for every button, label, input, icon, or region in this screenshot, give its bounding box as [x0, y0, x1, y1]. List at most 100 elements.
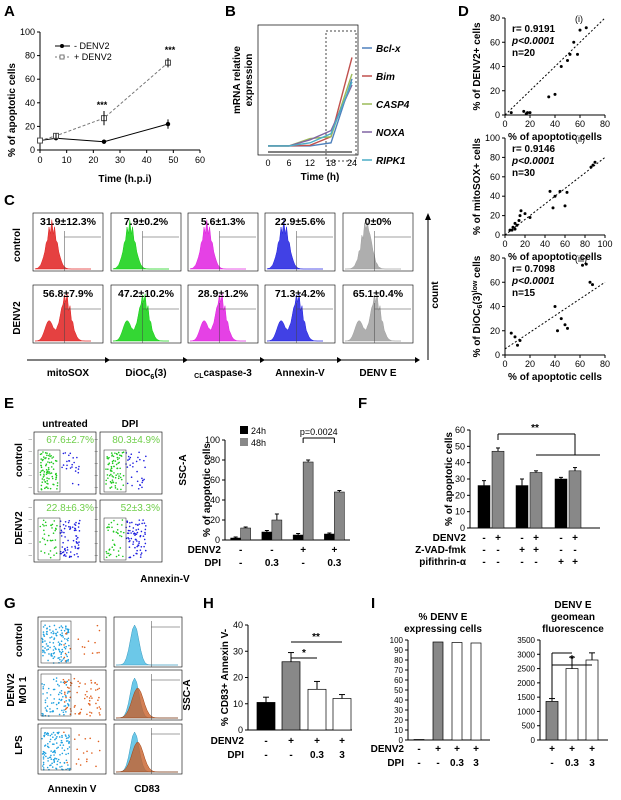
- e-dot: [75, 521, 77, 524]
- e-dot: [110, 469, 112, 472]
- e-dot: [53, 554, 55, 556]
- e-dot: [51, 477, 54, 480]
- g-dot: [98, 629, 101, 632]
- h-ytick-label: 20: [233, 673, 243, 683]
- e-dot: [71, 482, 74, 485]
- e-dot: [41, 478, 44, 480]
- d-point: [553, 92, 557, 96]
- g-dot: [89, 715, 91, 717]
- g-dot: [54, 647, 57, 649]
- g-dot: [42, 649, 44, 652]
- e-dot: [129, 456, 132, 459]
- e-dot: [135, 533, 138, 535]
- e-dot: [66, 546, 69, 549]
- e-tick: —: [95, 541, 99, 545]
- e-dot: [51, 539, 54, 542]
- g-dot: [65, 660, 68, 663]
- g-dot: [49, 734, 52, 737]
- g-dot: [67, 631, 70, 634]
- g-dot: [60, 653, 62, 656]
- i-title2-line2: geomean: [551, 612, 595, 623]
- g-dot: [55, 680, 58, 682]
- g-dot: [86, 750, 88, 753]
- f-row-value: +: [519, 545, 525, 556]
- e-tick: —: [95, 461, 99, 465]
- e-ytick-label: 0: [215, 535, 220, 545]
- c-value-label: 5.6±1.3%: [201, 216, 246, 228]
- g-dot: [63, 629, 66, 632]
- g-dot: [46, 766, 49, 769]
- g-dot: [64, 693, 66, 695]
- g-dot: [86, 695, 88, 698]
- g-row-moi: MOI 1: [18, 676, 29, 704]
- e-dpi-value: 0.3: [327, 558, 341, 569]
- e-dot: [42, 523, 44, 526]
- g-dot: [43, 734, 46, 736]
- g-dot: [47, 743, 49, 745]
- g-dot: [49, 708, 51, 710]
- g-dot: [60, 629, 63, 632]
- i2-dpi-value: -: [550, 758, 553, 769]
- g-dot: [61, 765, 63, 768]
- g-dot: [52, 652, 55, 655]
- e-dot: [112, 481, 115, 484]
- e-row-control: control: [14, 443, 25, 477]
- g-dot: [98, 651, 100, 654]
- e-dot: [136, 480, 139, 483]
- d-point: [518, 214, 522, 218]
- e-dot: [131, 484, 133, 487]
- e-dot: [49, 556, 52, 559]
- e-dot: [43, 479, 45, 481]
- e-dot: [129, 464, 131, 466]
- d-fit-line: [504, 157, 606, 236]
- g-dot: [68, 734, 70, 737]
- e-dot: [108, 549, 111, 551]
- e-dot: [106, 526, 108, 529]
- g-dot: [60, 660, 63, 663]
- e-ytick-label: 80: [210, 455, 220, 465]
- e-dot: [111, 526, 113, 529]
- e-dot: [40, 458, 43, 460]
- g-dot: [97, 699, 99, 702]
- f-ytick-label: 10: [455, 507, 465, 517]
- g-dot: [96, 688, 99, 691]
- g-dot: [57, 641, 60, 643]
- g-gate: [40, 620, 72, 664]
- d-point: [566, 58, 569, 62]
- g-dot: [49, 764, 51, 767]
- i1-ytick-label: 60: [394, 676, 403, 685]
- panel-b: mRNA relative expression Time (h) 0 6 12 18…: [232, 24, 410, 183]
- g-dot: [97, 740, 100, 743]
- g-dot: [58, 626, 61, 629]
- d-point: [559, 317, 563, 321]
- g-dot: [77, 680, 79, 683]
- g-dot: [66, 703, 69, 705]
- f-row-value: +: [495, 533, 501, 544]
- e-dot: [48, 454, 50, 457]
- e-dot: [106, 552, 108, 555]
- g-dot: [84, 738, 87, 740]
- g-dot: [58, 713, 61, 716]
- e-dot: [55, 546, 57, 548]
- g-dot: [84, 683, 86, 685]
- c-histogram: [112, 293, 169, 342]
- e-dot: [115, 474, 117, 477]
- g-dot: [94, 689, 97, 691]
- e-value-label: 52±3.3%: [121, 503, 161, 514]
- g-dot: [51, 766, 54, 768]
- e-dot: [139, 458, 141, 461]
- e-dot: [55, 528, 57, 530]
- g-dot: [49, 740, 51, 743]
- e-ytick-label: 40: [210, 495, 220, 505]
- g-dot: [60, 635, 63, 637]
- f-bar: [529, 472, 543, 529]
- g-dot: [61, 648, 64, 651]
- g-row-denv2: DENV2: [6, 673, 17, 707]
- e-dot: [66, 551, 68, 554]
- d1-ytick-label: 20: [490, 211, 500, 221]
- panel-label-a: A: [4, 3, 15, 20]
- d-tag: (iii): [575, 254, 587, 264]
- g-dot: [65, 711, 67, 713]
- a-ytick-label: 40: [25, 98, 35, 108]
- g-dot: [64, 734, 67, 736]
